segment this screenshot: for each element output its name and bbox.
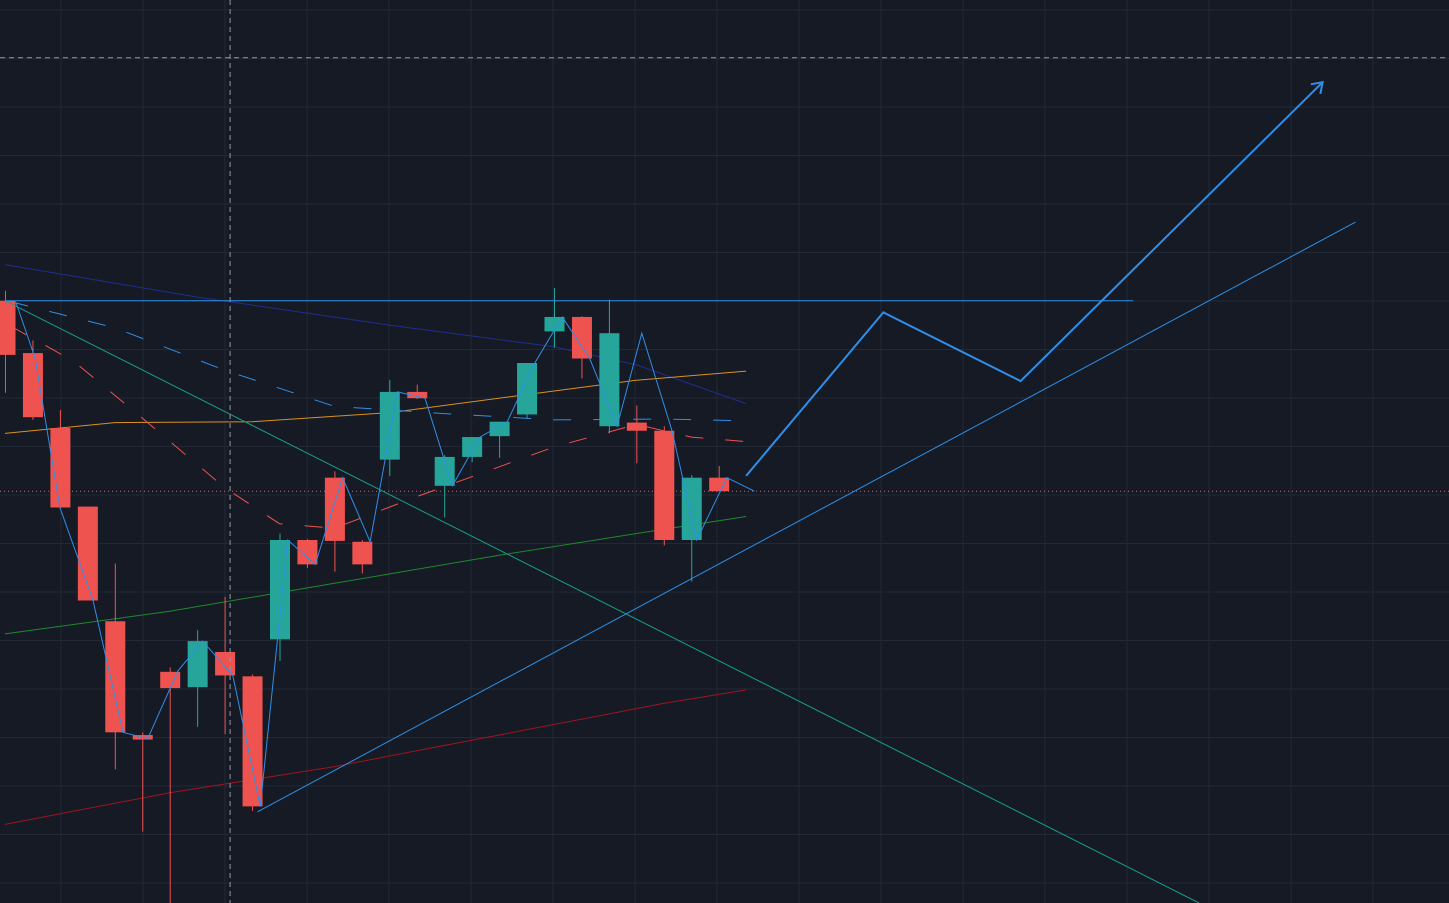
drawings[interactable] bbox=[4, 80, 1356, 903]
candle-down[interactable] bbox=[77, 506, 98, 601]
projection-arrowhead bbox=[1310, 80, 1324, 95]
candle-body bbox=[352, 541, 373, 565]
candle-up[interactable] bbox=[599, 299, 620, 434]
candle-body bbox=[626, 422, 647, 431]
zigzag-line[interactable] bbox=[15, 302, 755, 807]
candle-up[interactable] bbox=[681, 474, 702, 582]
candle-body bbox=[517, 363, 538, 415]
candle-body bbox=[571, 316, 592, 359]
candle-down[interactable] bbox=[324, 471, 345, 572]
candle-body bbox=[297, 539, 318, 565]
candle-down[interactable] bbox=[50, 409, 71, 508]
candle-body bbox=[324, 477, 345, 541]
candle-down[interactable] bbox=[105, 563, 126, 770]
candle-body bbox=[489, 421, 510, 437]
candle-up[interactable] bbox=[489, 421, 510, 458]
candle-down[interactable] bbox=[626, 405, 647, 464]
candle-body bbox=[215, 651, 236, 676]
candle-body bbox=[22, 353, 43, 418]
candle-body bbox=[160, 671, 181, 689]
trendline[interactable] bbox=[257, 221, 1356, 813]
candle-body bbox=[599, 333, 620, 427]
candle-down[interactable] bbox=[297, 539, 318, 568]
candle-body bbox=[709, 477, 730, 492]
candle-body bbox=[379, 391, 400, 460]
candle-down[interactable] bbox=[242, 674, 263, 811]
candle-down[interactable] bbox=[0, 290, 16, 393]
cloud-dash-line bbox=[10, 301, 747, 422]
moving-average-line bbox=[4, 264, 747, 405]
candle-down[interactable] bbox=[709, 465, 730, 492]
candle-body bbox=[681, 477, 702, 540]
candle-down[interactable] bbox=[654, 426, 675, 546]
candle-body bbox=[105, 621, 126, 733]
projection-path[interactable] bbox=[745, 81, 1324, 477]
candle-body bbox=[77, 506, 98, 601]
candle-body bbox=[0, 300, 16, 355]
candle-body bbox=[50, 428, 71, 508]
candle-down[interactable] bbox=[352, 539, 373, 574]
candle-down[interactable] bbox=[22, 340, 43, 420]
moving-average-line bbox=[4, 516, 747, 635]
candle-body bbox=[407, 391, 428, 399]
candle-body bbox=[654, 430, 675, 540]
candle-body bbox=[462, 437, 483, 457]
candle-body bbox=[187, 641, 208, 688]
candle-body bbox=[270, 539, 290, 640]
candle-up[interactable] bbox=[517, 363, 538, 419]
cloud-dash-line bbox=[10, 325, 747, 529]
trendline[interactable] bbox=[4, 300, 1200, 903]
candle-body bbox=[242, 676, 263, 807]
